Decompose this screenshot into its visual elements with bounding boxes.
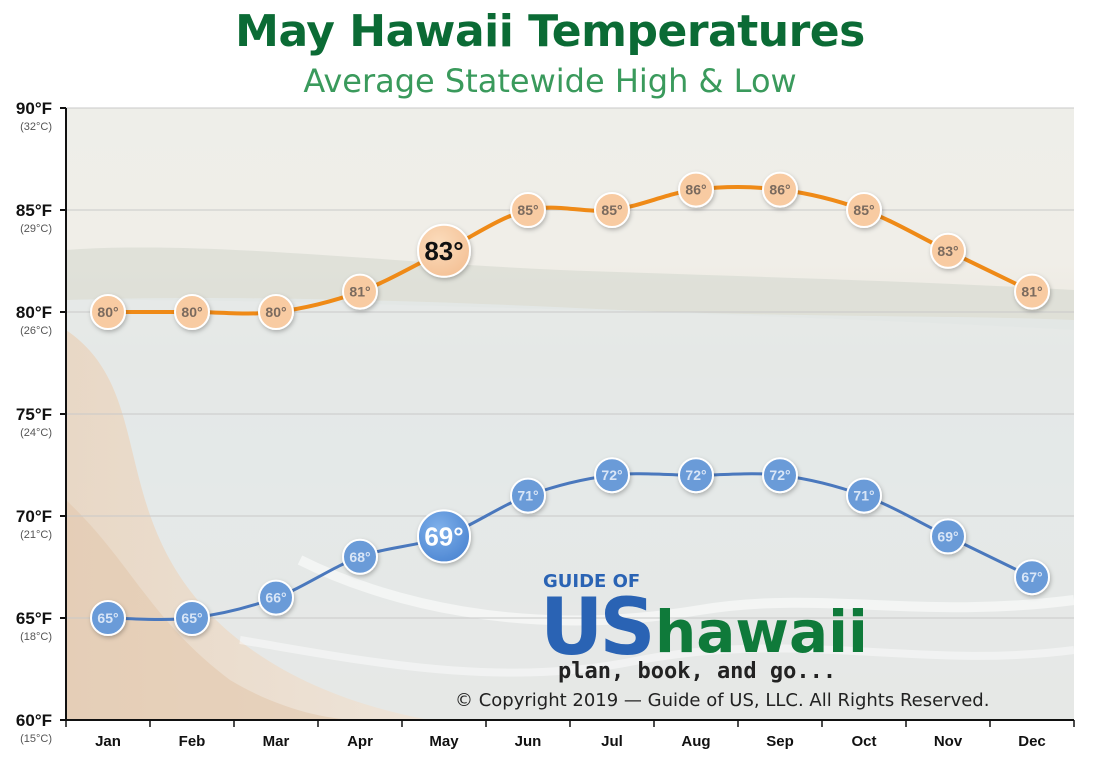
high-data-label-sep: 86° xyxy=(769,182,790,198)
low-data-label-oct: 71° xyxy=(853,488,874,504)
high-marker-mar xyxy=(258,294,294,330)
x-tick-label-may: May xyxy=(429,733,459,750)
high-marker-dec xyxy=(1014,273,1050,310)
low-data-label-mar: 66° xyxy=(265,590,286,606)
low-data-label-jul: 72° xyxy=(601,467,622,483)
low-marker-jul xyxy=(594,457,630,494)
high-marker-apr xyxy=(342,273,378,310)
low-marker-may xyxy=(417,509,471,564)
high-marker-jun xyxy=(510,192,546,228)
low-marker-aug xyxy=(678,457,714,494)
x-tick-label-oct: Oct xyxy=(851,733,876,750)
x-tick-label-feb: Feb xyxy=(179,733,206,750)
low-marker-nov xyxy=(930,518,966,555)
low-marker-jan xyxy=(90,600,126,636)
high-data-label-may: 83° xyxy=(424,236,463,266)
y-tick-celsius: (29°C) xyxy=(20,223,52,235)
y-tick-celsius: (26°C) xyxy=(20,325,52,337)
high-marker-jul xyxy=(594,192,630,228)
x-tick-label-jun: Jun xyxy=(515,733,542,750)
high-marker-nov xyxy=(930,232,966,269)
logo-tagline: plan, book, and go... xyxy=(558,659,836,684)
high-data-label-apr: 81° xyxy=(349,284,370,300)
high-marker-feb xyxy=(174,294,210,330)
y-tick-celsius: (15°C) xyxy=(20,733,52,745)
low-data-label-feb: 65° xyxy=(181,610,202,626)
x-tick-label-mar: Mar xyxy=(263,733,290,750)
high-marker-may xyxy=(417,223,471,278)
low-marker-jun xyxy=(510,477,546,514)
high-marker-sep xyxy=(762,171,798,208)
low-data-label-aug: 72° xyxy=(685,467,706,483)
series-markers: 80° 80° 80° 81° 83° 85° 85° 86° 86° 85° 83° 81° 65° 6… xyxy=(90,171,1050,636)
y-tick-label: 85°F xyxy=(16,201,52,220)
logo-brand-text: hawaii xyxy=(655,598,868,666)
x-tick-label-dec: Dec xyxy=(1018,733,1046,750)
y-tick-celsius: (24°C) xyxy=(20,427,52,439)
x-tick-label-apr: Apr xyxy=(347,733,373,750)
low-data-label-jun: 71° xyxy=(517,488,538,504)
y-tick-label: 65°F xyxy=(16,609,52,628)
x-tick-label-sep: Sep xyxy=(766,733,794,750)
low-marker-apr xyxy=(342,538,378,575)
high-data-label-feb: 80° xyxy=(181,304,202,320)
x-tick-label-nov: Nov xyxy=(934,733,963,750)
axes: 90°F (32°C) 85°F (29°C) 80°F (26°C) 75°F (24°C)… xyxy=(16,99,1075,750)
high-data-label-dec: 81° xyxy=(1021,284,1042,300)
high-marker-oct xyxy=(846,192,882,228)
low-marker-sep xyxy=(762,457,798,494)
logo-us-text: US xyxy=(540,583,652,673)
y-tick-label: 70°F xyxy=(16,507,52,526)
y-tick-celsius: (18°C) xyxy=(20,631,52,643)
x-tick-label-jan: Jan xyxy=(95,733,121,750)
high-data-label-jul: 85° xyxy=(601,202,622,218)
low-data-label-dec: 67° xyxy=(1021,569,1042,585)
x-tick-label-jul: Jul xyxy=(601,733,623,750)
guide-of-us-logo: GUIDE OF US hawaii plan, book, and go... xyxy=(540,571,868,684)
high-data-label-oct: 85° xyxy=(853,202,874,218)
low-marker-feb xyxy=(174,600,210,636)
x-tick-label-aug: Aug xyxy=(681,733,710,750)
high-marker-aug xyxy=(678,171,714,208)
high-data-label-jun: 85° xyxy=(517,202,538,218)
y-tick-celsius: (32°C) xyxy=(20,121,52,133)
high-data-label-jan: 80° xyxy=(97,304,118,320)
low-data-label-may: 69° xyxy=(424,521,463,551)
high-data-label-aug: 86° xyxy=(685,182,706,198)
high-data-label-mar: 80° xyxy=(265,304,286,320)
low-data-label-nov: 69° xyxy=(937,528,958,544)
chart-title: May Hawaii Temperatures xyxy=(235,6,865,57)
high-marker-jan xyxy=(90,294,126,330)
low-marker-mar xyxy=(258,579,294,616)
high-data-label-nov: 83° xyxy=(937,243,958,259)
low-marker-oct xyxy=(846,477,882,514)
low-data-label-jan: 65° xyxy=(97,610,118,626)
copyright-text: © Copyright 2019 — Guide of US, LLC. All… xyxy=(455,690,989,711)
logo-top-text: GUIDE OF xyxy=(543,571,640,592)
low-data-label-apr: 68° xyxy=(349,549,370,565)
low-marker-dec xyxy=(1014,559,1050,596)
low-data-label-sep: 72° xyxy=(769,467,790,483)
y-tick-label: 90°F xyxy=(16,99,52,118)
y-tick-label: 75°F xyxy=(16,405,52,424)
y-tick-label: 60°F xyxy=(16,711,52,730)
y-tick-label: 80°F xyxy=(16,303,52,322)
y-tick-celsius: (21°C) xyxy=(20,529,52,541)
chart-subtitle: Average Statewide High & Low xyxy=(303,62,797,100)
